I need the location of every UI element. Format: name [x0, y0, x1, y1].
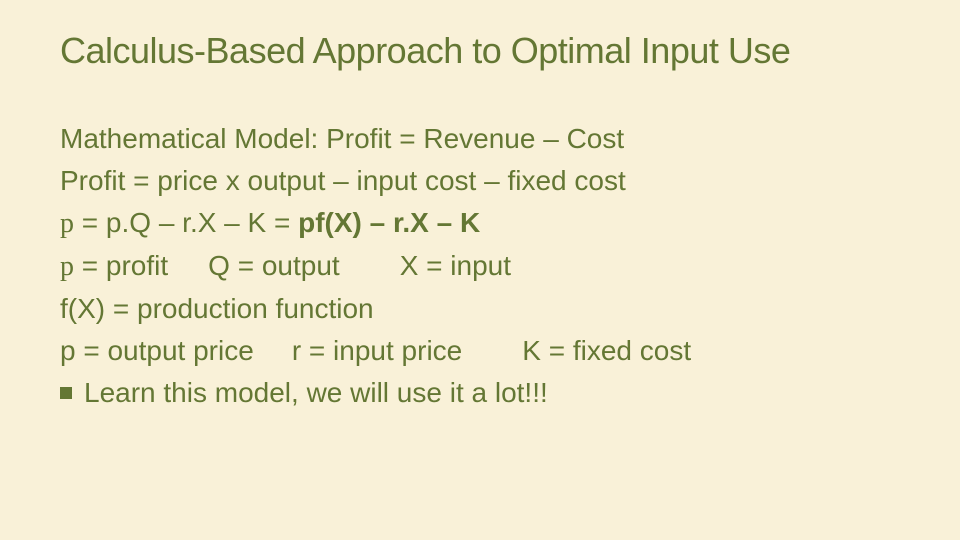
bullet-icon	[60, 387, 72, 399]
pi-symbol: p	[60, 208, 74, 239]
slide-body: Mathematical Model: Profit = Revenue – C…	[60, 118, 910, 414]
line-profit-equation: p = p.Q – r.X – K = pf(X) – r.X – K	[60, 202, 910, 245]
learn-text: Learn this model, we will use it a lot!!…	[84, 377, 548, 408]
def-output-price: p = output price	[60, 335, 254, 366]
def-input: X = input	[400, 250, 511, 281]
line-model: Mathematical Model: Profit = Revenue – C…	[60, 118, 910, 160]
slide: Calculus-Based Approach to Optimal Input…	[0, 0, 960, 540]
line-production-fn: f(X) = production function	[60, 288, 910, 330]
def-fixed-cost: K = fixed cost	[522, 335, 691, 366]
line-learn: Learn this model, we will use it a lot!!…	[60, 372, 910, 414]
def-input-price: r = input price	[292, 335, 462, 366]
line-defs-2: p = output price r = input price K = fixed…	[60, 330, 910, 372]
line-profit-words: Profit = price x output – input cost – f…	[60, 160, 910, 202]
slide-title: Calculus-Based Approach to Optimal Input…	[60, 30, 910, 72]
line-defs-1: p = profit Q = output X = input	[60, 245, 910, 288]
pi-symbol-2: p	[60, 251, 74, 282]
def-profit: = profit	[74, 250, 168, 281]
def-output: Q = output	[208, 250, 340, 281]
eq-part-b: pf(X) – r.X – K	[298, 207, 480, 238]
eq-part-a: = p.Q – r.X – K =	[74, 207, 298, 238]
